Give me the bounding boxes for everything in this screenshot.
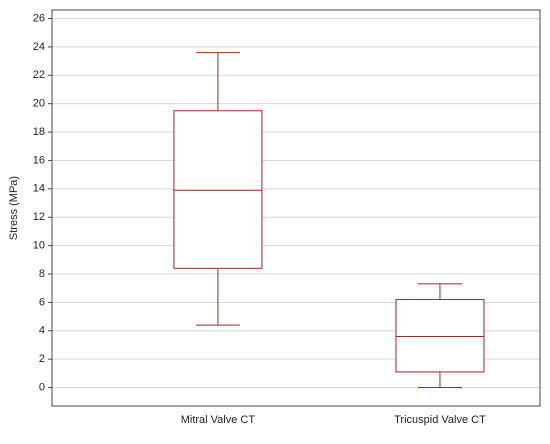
plot-frame — [51, 9, 541, 407]
box — [395, 299, 485, 373]
y-tick-label: 10 — [33, 240, 45, 252]
y-tick-label: 16 — [33, 154, 45, 166]
y-tick-label: 20 — [33, 98, 45, 110]
y-tick-label: 26 — [33, 12, 45, 24]
y-tick-label: 4 — [39, 325, 45, 337]
y-tick-label: 18 — [33, 126, 45, 138]
y-axis-label: Stress (MPa) — [8, 176, 20, 240]
y-tick-label: 24 — [33, 41, 45, 53]
y-tick-label: 12 — [33, 211, 45, 223]
y-tick-label: 6 — [39, 296, 45, 308]
box — [173, 110, 263, 269]
y-tick-label: 14 — [33, 183, 45, 195]
y-tick-label: 22 — [33, 69, 45, 81]
x-tick-label: Tricuspid Valve CT — [394, 414, 486, 426]
x-tick-label: Mitral Valve CT — [181, 414, 256, 426]
y-tick-label: 0 — [39, 381, 45, 393]
y-tick-label: 8 — [39, 268, 45, 280]
y-tick-label: 2 — [39, 353, 45, 365]
